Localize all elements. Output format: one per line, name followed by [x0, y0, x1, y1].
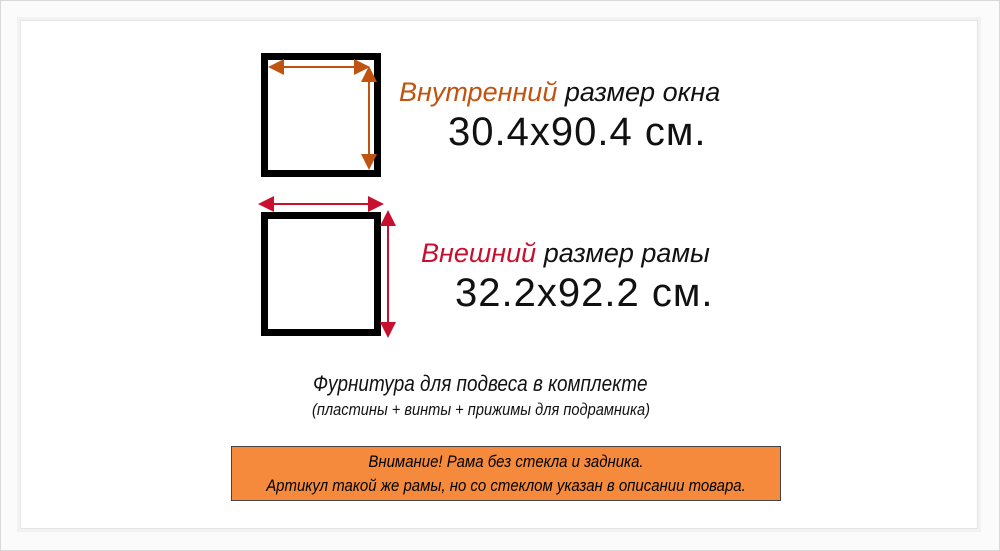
inner-highlight: Внутренний — [399, 77, 558, 107]
frame-interior — [20, 20, 978, 529]
outer-size-label: Внешний размер рамы — [421, 238, 710, 269]
hardware-title: Фурнитура для подвеса в комплекте — [313, 371, 648, 396]
notice-box: Внимание! Рама без стекла и задника. Арт… — [231, 446, 781, 501]
inner-size-value: 30.4x90.4 см. — [448, 110, 707, 154]
notice-line-2: Артикул такой же рамы, но со стеклом ука… — [266, 476, 746, 495]
inner-size-label: Внутренний размер окна — [399, 77, 720, 108]
outer-label-rest: размер рамы — [536, 238, 710, 268]
outer-size-diagram — [261, 212, 381, 336]
outer-size-value: 32.2x92.2 см. — [455, 271, 714, 315]
notice-line-1: Внимание! Рама без стекла и задника. — [368, 452, 644, 471]
inner-label-rest: размер окна — [557, 77, 721, 107]
outer-highlight: Внешний — [421, 238, 537, 268]
hardware-details: (пластины + винты + прижимы для подрамни… — [312, 400, 650, 419]
